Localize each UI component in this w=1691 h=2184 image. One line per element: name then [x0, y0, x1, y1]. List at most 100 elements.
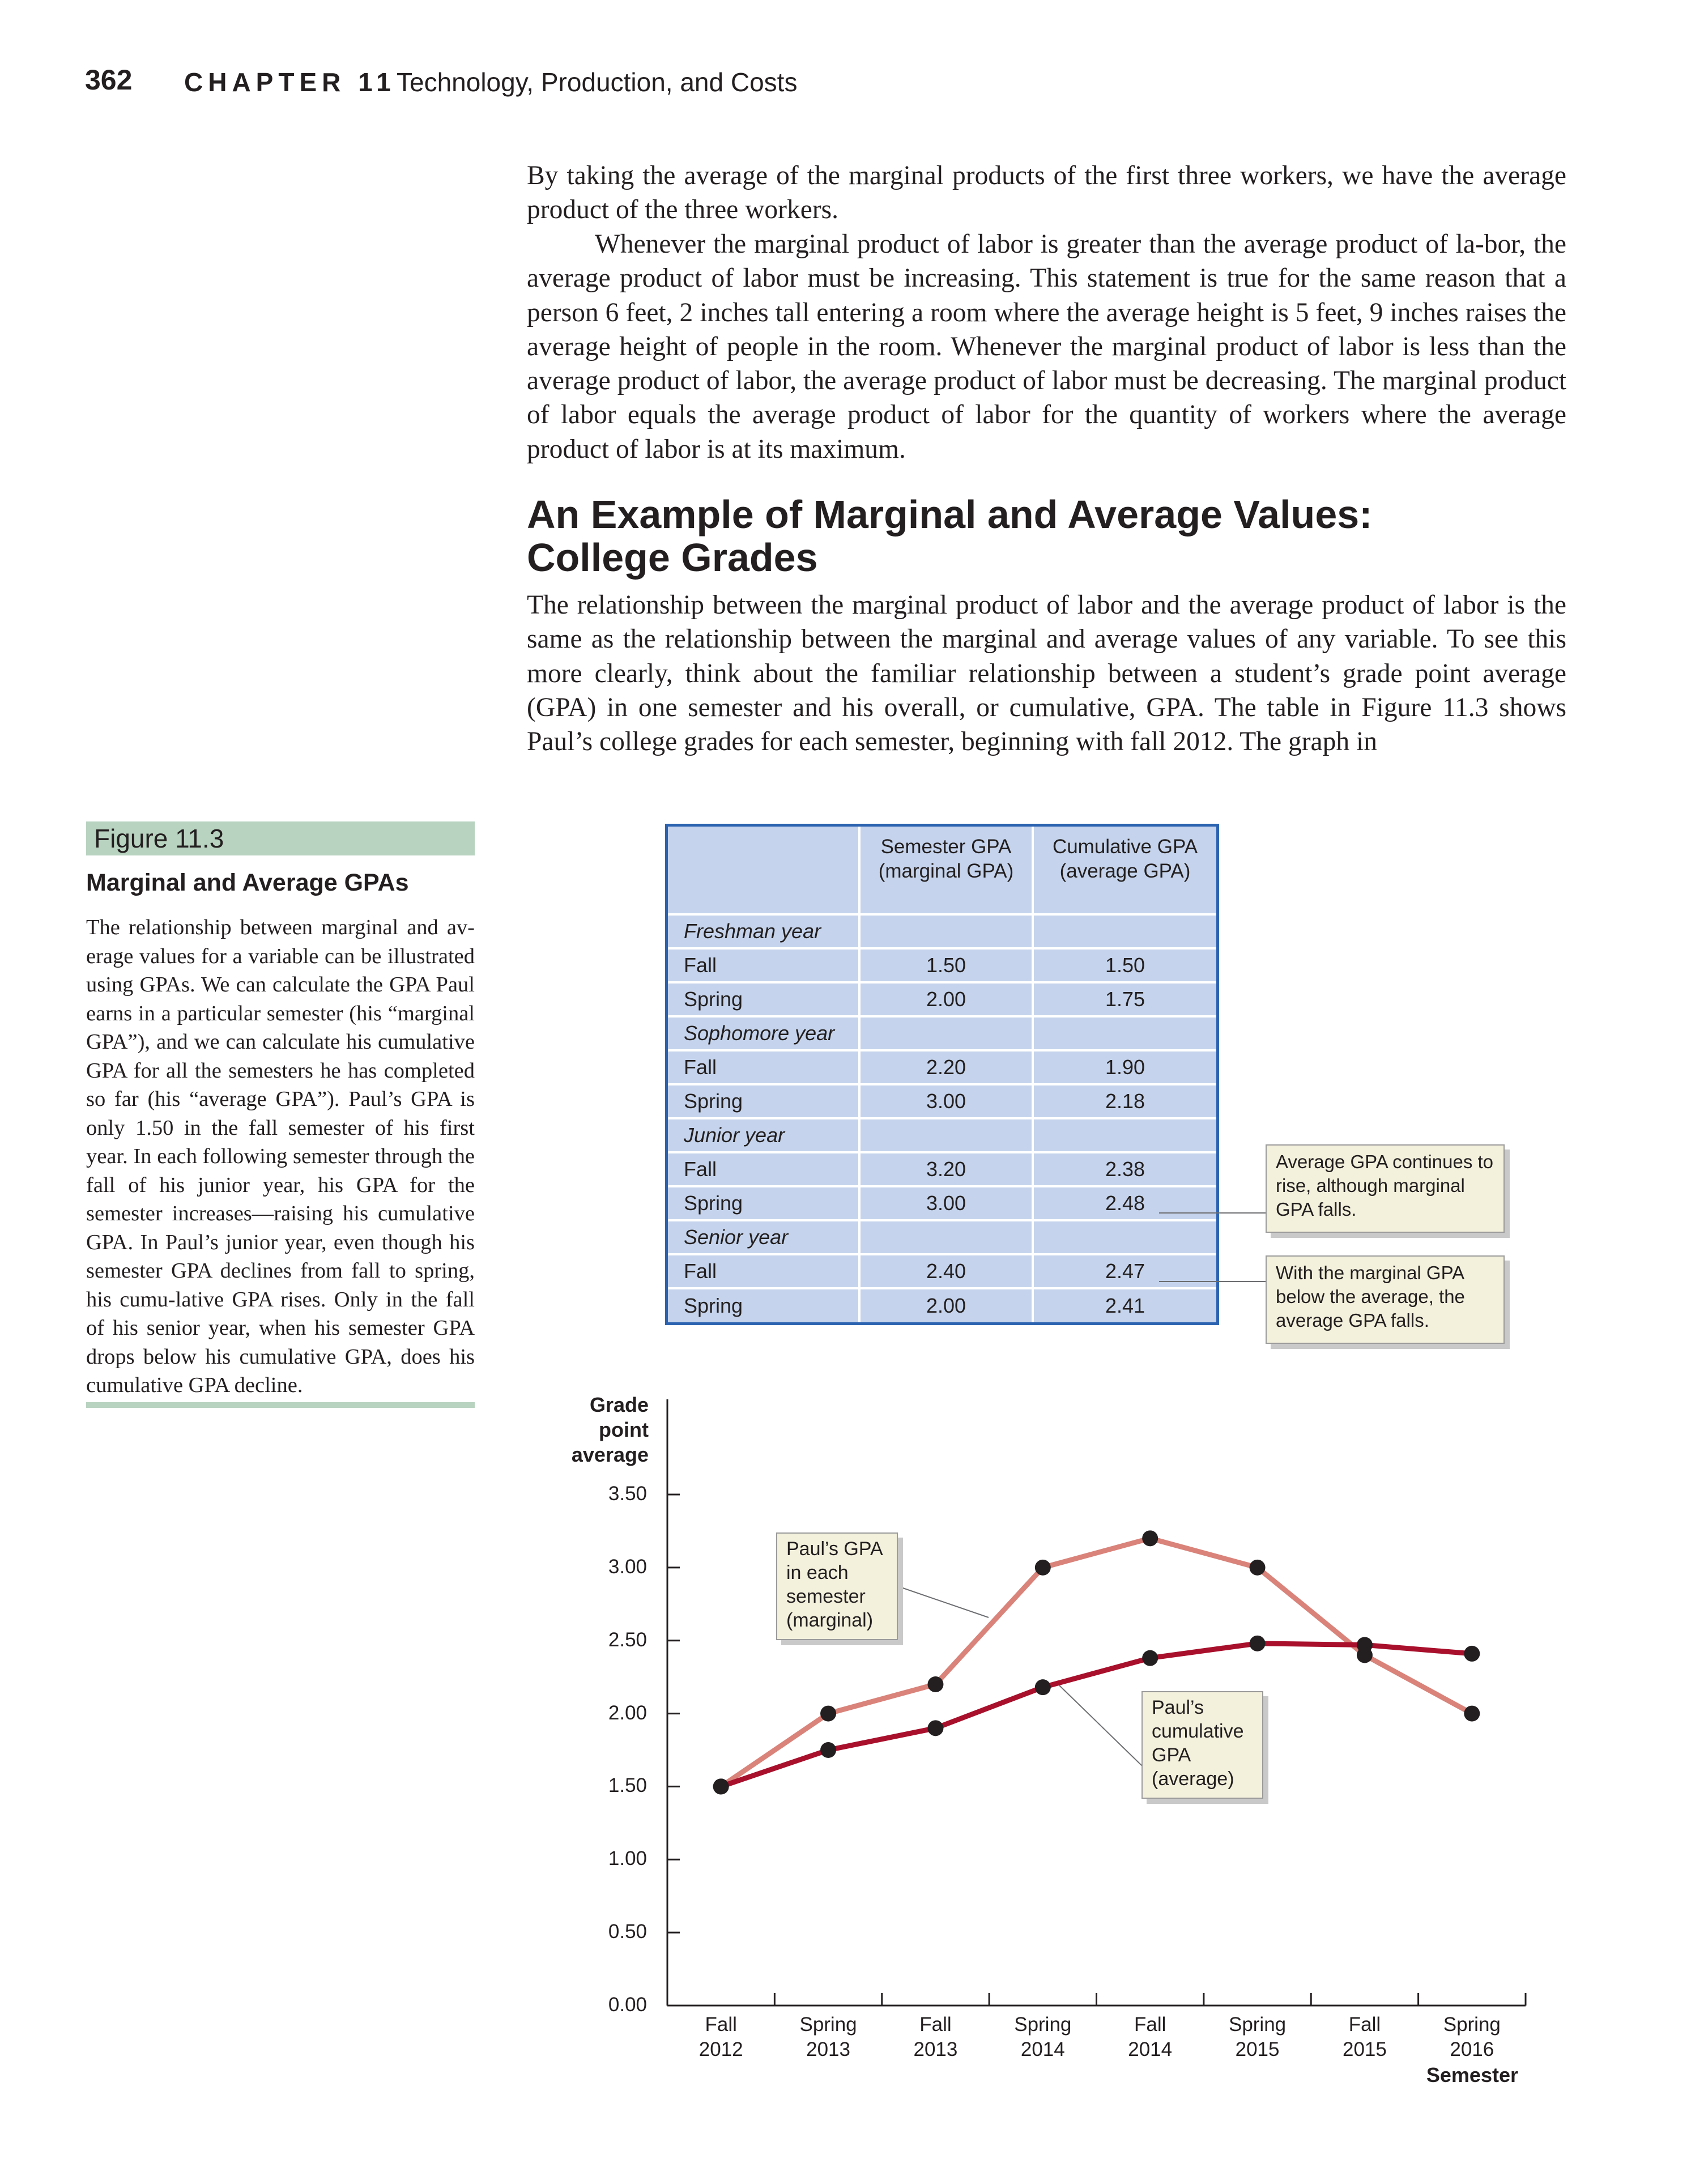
- figure-caption: The relationship between marginal and av…: [86, 916, 475, 1397]
- chapter-label: CHAPTER 11: [184, 67, 396, 97]
- table-cell-label: Spring: [668, 982, 861, 1018]
- table-cell-label: Freshman year: [668, 914, 861, 950]
- table-cell-cumulative-gpa: 1.90: [1033, 1050, 1216, 1085]
- y-tick-label: 1.00: [608, 1847, 647, 1870]
- table-cell-cumulative-gpa: 1.50: [1033, 948, 1216, 984]
- table-cell-label: Fall: [668, 1050, 861, 1085]
- cumulative-gpa-point: [1142, 1650, 1158, 1666]
- table-row: Fall 2.20 1.90: [668, 1050, 1216, 1085]
- cumulative-gpa-line: [720, 1641, 1472, 1789]
- marginal-gpa-point: [1249, 1559, 1266, 1576]
- table-cell-cumulative-gpa: 2.41: [1105, 1294, 1145, 1317]
- table-cell-label: Fall: [668, 1152, 861, 1187]
- y-tick-label: 3.50: [608, 1483, 647, 1505]
- table-header-cell: Cumulative GPA (average GPA): [1033, 827, 1216, 916]
- table-cell-semester-gpa: 2.00: [859, 982, 1034, 1018]
- cumulative-gpa-point: [927, 1720, 944, 1736]
- table-cell-semester-gpa: 1.50: [859, 948, 1034, 984]
- table-year-row: Senior year: [668, 1220, 1216, 1255]
- x-tick-label: Fall 2012: [698, 2013, 743, 2060]
- x-tick-label: Fall 2015: [1343, 2013, 1387, 2060]
- x-tick-label: Spring 2015: [1228, 2013, 1287, 2060]
- marginal-gpa-point: [1464, 1705, 1480, 1722]
- table-cell-cumulative-gpa: 1.75: [1033, 982, 1216, 1018]
- table-cell-cumulative-gpa: 2.48: [1033, 1186, 1216, 1221]
- table-cell-label: Fall: [668, 948, 861, 984]
- table-cell-semester-gpa: 2.20: [859, 1050, 1034, 1085]
- callout-average-falls: With the marginal GPA below the average,…: [1266, 1255, 1505, 1344]
- table-cell-label: Fall: [668, 1254, 861, 1289]
- x-tick-label: Fall 2013: [913, 2013, 958, 2060]
- table-cell-label: Senior year: [668, 1220, 861, 1255]
- table-cell-cumulative-gpa: [1033, 1118, 1216, 1153]
- table-header-cell: [668, 827, 861, 916]
- table-year-row: Freshman year: [668, 914, 1216, 950]
- marginal-gpa-point: [1142, 1530, 1158, 1547]
- callout-cumulative-gpa: Paul’s cumulative GPA (average): [1141, 1691, 1263, 1799]
- marginal-gpa-point: [927, 1676, 944, 1693]
- cumulative-gpa-point: [820, 1742, 837, 1758]
- body-paragraph: By taking the average of the marginal pr…: [527, 161, 1566, 225]
- figure-divider: [86, 1402, 475, 1408]
- y-tick-label: 0.50: [608, 1921, 647, 1943]
- body-paragraph: Whenever the marginal product of labor i…: [527, 227, 1566, 466]
- figure-label: Figure 11.3: [86, 821, 475, 855]
- x-tick-label: Spring 2016: [1443, 2013, 1501, 2060]
- table-row: Fall 2.40 2.47: [668, 1254, 1216, 1289]
- table-cell-cumulative-gpa: 2.38: [1033, 1152, 1216, 1187]
- x-axis-title: Semester: [1426, 2063, 1518, 2087]
- body-paragraph: The relationship between the marginal pr…: [527, 590, 1566, 757]
- cumulative-gpa-point: [1249, 1635, 1266, 1651]
- y-tick-label: 3.00: [608, 1555, 647, 1578]
- cumulative-gpa-point: [1034, 1679, 1051, 1696]
- callout-leader-marginal: [897, 1586, 989, 1618]
- table-row: Spring 3.00 2.48: [668, 1186, 1216, 1221]
- table-cell-cumulative-gpa: [1033, 1016, 1216, 1051]
- table-cell-label: Spring: [668, 1288, 861, 1322]
- figure-title: Marginal and Average GPAs: [86, 869, 409, 896]
- section-heading: An Example of Marginal and Average Value…: [527, 493, 1603, 579]
- table-row: Fall 1.50 1.50: [668, 948, 1216, 984]
- chapter-title: Technology, Production, and Costs: [397, 67, 798, 97]
- callout-marginal-gpa: Paul’s GPA in each semester (marginal): [776, 1532, 898, 1640]
- table-cell-semester-gpa: 3.00: [859, 1084, 1034, 1119]
- marginal-gpa-line: [719, 1535, 1473, 1789]
- y-tick-label: 0.00: [608, 1994, 647, 2016]
- y-tick-label: 2.50: [608, 1628, 647, 1651]
- y-tick-label: 2.00: [608, 1701, 647, 1724]
- table-cell-label: Spring: [668, 1186, 861, 1221]
- table-cell-cumulative-gpa: 2.18: [1033, 1084, 1216, 1119]
- y-tick-label: 1.50: [608, 1774, 647, 1797]
- table-header-row: Semester GPA (marginal GPA) Cumulative G…: [668, 827, 1216, 916]
- table-cell-label: Sophomore year: [668, 1016, 861, 1051]
- table-cell-semester-gpa: [859, 1016, 1034, 1051]
- table-cell-semester-gpa: 3.20: [859, 1152, 1034, 1187]
- table-cell-cumulative-gpa: [1033, 914, 1216, 950]
- table-year-row: Junior year: [668, 1118, 1216, 1153]
- x-tick-label: Fall 2014: [1128, 2013, 1173, 2060]
- table-cell-semester-gpa: 3.00: [859, 1186, 1034, 1221]
- table-row: Spring 2.00 2.41: [668, 1288, 1216, 1322]
- section-heading-line: An Example of Marginal and Average Value…: [527, 492, 1373, 537]
- section-heading-line: College Grades: [527, 535, 818, 580]
- table-cell-semester-gpa: [859, 1220, 1034, 1255]
- table-cell-semester-gpa: [859, 914, 1034, 950]
- callout-average-rises: Average GPA continues to rise, although …: [1266, 1144, 1505, 1233]
- table-row: Fall 3.20 2.38: [668, 1152, 1216, 1187]
- table-cell-label: Spring: [668, 1084, 861, 1119]
- marginal-gpa-point: [820, 1705, 837, 1722]
- page-number: 362: [85, 64, 133, 96]
- marginal-gpa-point: [1034, 1559, 1051, 1576]
- table-cell-cumulative-gpa: 2.47: [1033, 1254, 1216, 1289]
- x-tick-label: Spring 2014: [1014, 2013, 1072, 2060]
- table-header-cell: Semester GPA (marginal GPA): [859, 827, 1034, 916]
- x-tick-label: Spring 2013: [799, 2013, 857, 2060]
- cumulative-gpa-point: [713, 1778, 729, 1795]
- table-cell-semester-gpa: 2.00: [859, 1288, 1034, 1322]
- table-cell-semester-gpa: 2.40: [859, 1254, 1034, 1289]
- table-row: Spring 2.00 1.75: [668, 982, 1216, 1018]
- table-cell-semester-gpa: [859, 1118, 1034, 1153]
- cumulative-gpa-point: [1356, 1637, 1373, 1653]
- table-row: Spring 3.00 2.18: [668, 1084, 1216, 1119]
